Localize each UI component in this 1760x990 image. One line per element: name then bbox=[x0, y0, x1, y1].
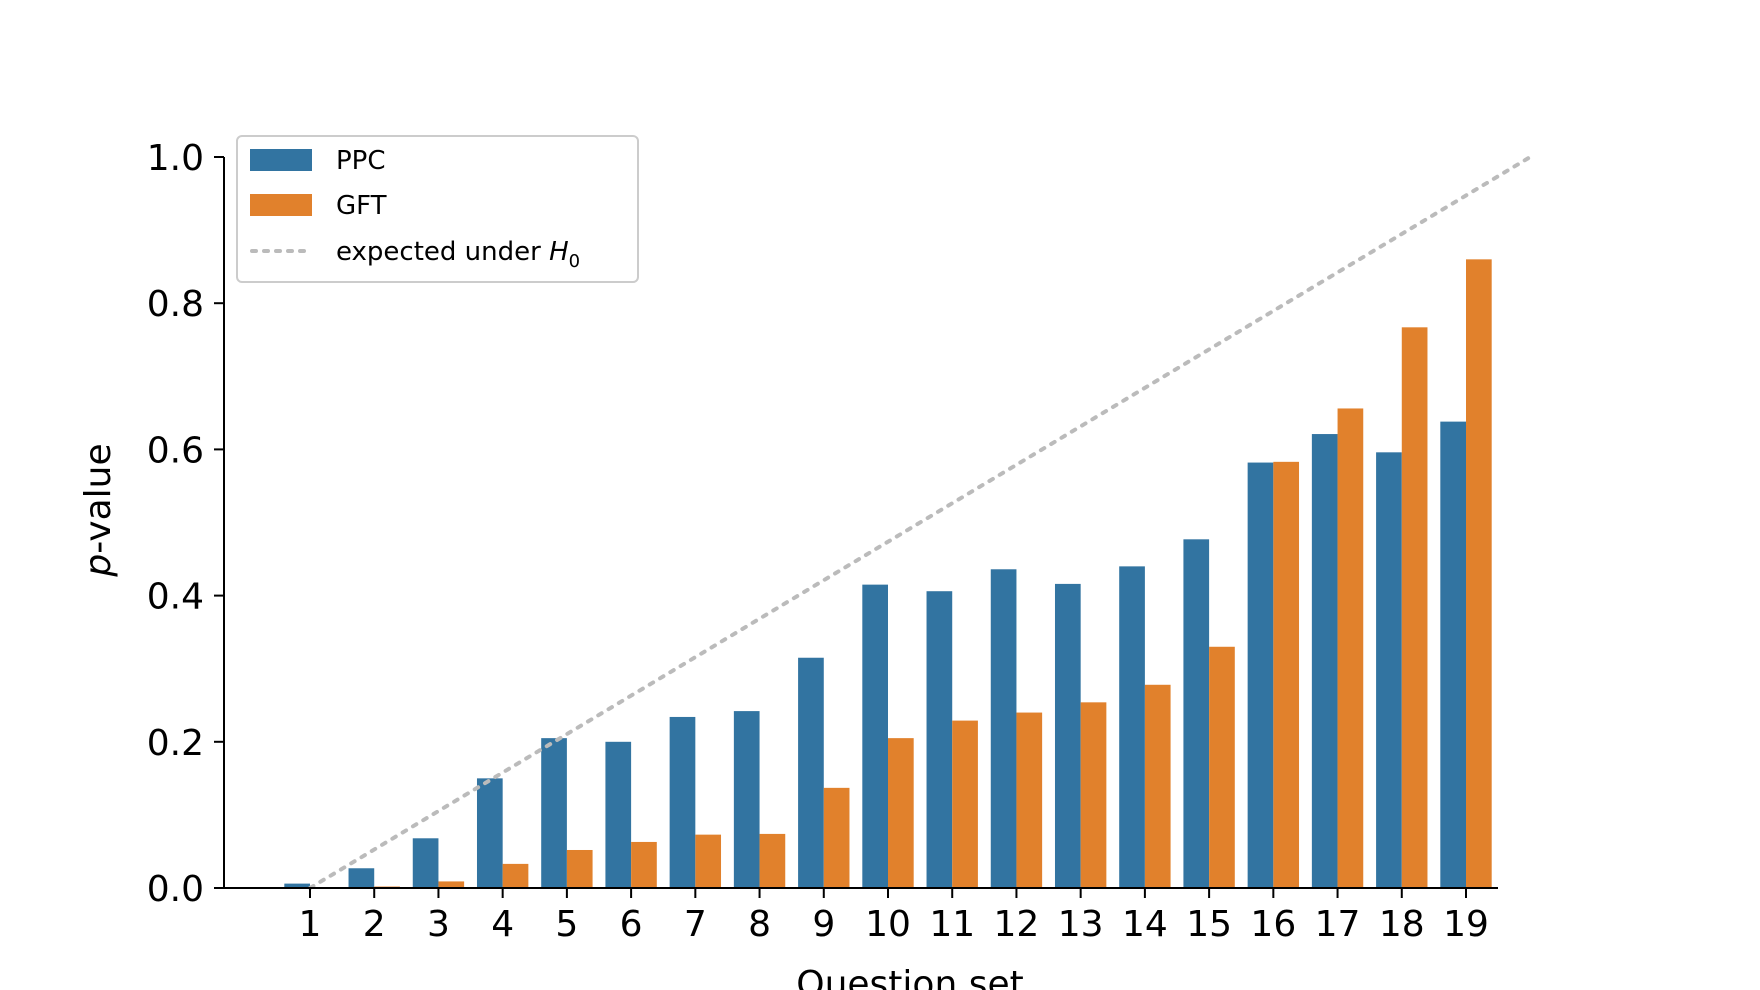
bar-gft-16 bbox=[1273, 461, 1300, 888]
x-tick-label-14: 14 bbox=[1122, 904, 1168, 945]
x-tick-label-4: 4 bbox=[491, 904, 514, 945]
bar-ppc-6 bbox=[605, 741, 632, 888]
gft-bars bbox=[310, 259, 1492, 889]
bar-gft-8 bbox=[759, 833, 786, 888]
bar-ppc-4 bbox=[476, 778, 503, 888]
bar-gft-6 bbox=[631, 841, 657, 888]
y-tick-label-0.0: 0.0 bbox=[147, 869, 204, 910]
x-tick-label-7: 7 bbox=[684, 904, 707, 945]
legend-gft-swatch bbox=[250, 194, 312, 216]
x-tick-label-8: 8 bbox=[748, 904, 771, 945]
bar-ppc-9 bbox=[798, 657, 824, 888]
bar-gft-9 bbox=[823, 787, 850, 888]
y-axis-label-rest: -value bbox=[78, 443, 119, 553]
x-tick-label-6: 6 bbox=[620, 904, 643, 945]
ppc-bars bbox=[284, 421, 1466, 888]
y-tick-label-1.0: 1.0 bbox=[147, 138, 204, 179]
bar-gft-11 bbox=[952, 720, 978, 888]
legend-frame bbox=[236, 135, 639, 283]
x-tick-label-10: 10 bbox=[865, 904, 911, 945]
bar-ppc-18 bbox=[1376, 452, 1402, 888]
x-tick-label-11: 11 bbox=[929, 904, 975, 945]
bar-ppc-12 bbox=[990, 569, 1017, 888]
bar-gft-10 bbox=[888, 738, 914, 888]
bar-ppc-7 bbox=[669, 716, 696, 888]
bar-ppc-10 bbox=[862, 584, 888, 888]
bar-gft-4 bbox=[502, 863, 529, 888]
x-tick-label-15: 15 bbox=[1186, 904, 1232, 945]
legend-reference-symbol: H bbox=[549, 237, 569, 267]
x-axis-label: Question set bbox=[796, 964, 1023, 990]
x-tick-label-16: 16 bbox=[1250, 904, 1296, 945]
x-tick-label-9: 9 bbox=[812, 904, 835, 945]
bar-ppc-13 bbox=[1054, 583, 1081, 888]
bar-ppc-2 bbox=[348, 868, 375, 888]
bar-gft-7 bbox=[695, 834, 722, 888]
bar-gft-3 bbox=[438, 881, 465, 888]
legend: PPC GFT expected under H0 bbox=[236, 135, 639, 283]
x-tick-label-12: 12 bbox=[994, 904, 1040, 945]
y-tick-label-0.8: 0.8 bbox=[147, 284, 204, 325]
y-tick-label-0.6: 0.6 bbox=[147, 430, 204, 471]
bar-gft-18 bbox=[1401, 327, 1428, 888]
x-tick-label-19: 19 bbox=[1443, 904, 1489, 945]
x-tick-label-17: 17 bbox=[1315, 904, 1361, 945]
y-tick-label-0.2: 0.2 bbox=[147, 723, 204, 764]
bar-gft-14 bbox=[1144, 684, 1171, 888]
x-tick-label-1: 1 bbox=[299, 904, 322, 945]
x-axis-ticks: 1 2 3 4 5 6 7 8 9 10 11 12 13 14 15 16 17 18 19 bbox=[299, 888, 1489, 945]
y-axis-label: p-value bbox=[78, 443, 119, 577]
bar-ppc-5 bbox=[541, 738, 567, 888]
x-tick-label-5: 5 bbox=[555, 904, 578, 945]
x-tick-label-13: 13 bbox=[1058, 904, 1104, 945]
bar-gft-13 bbox=[1080, 702, 1107, 888]
bar-gft-15 bbox=[1209, 646, 1235, 888]
bar-ppc-17 bbox=[1311, 434, 1338, 888]
bar-ppc-14 bbox=[1119, 566, 1145, 888]
bar-gft-17 bbox=[1337, 408, 1364, 888]
bar-gft-5 bbox=[566, 849, 593, 888]
y-axis-label-italic: p bbox=[78, 554, 119, 578]
legend-reference-text: expected under bbox=[336, 237, 549, 267]
bar-ppc-1 bbox=[284, 883, 310, 888]
bar-ppc-11 bbox=[926, 591, 953, 888]
x-tick-label-2: 2 bbox=[363, 904, 386, 945]
bar-ppc-3 bbox=[412, 838, 439, 888]
expected-under-h0-line bbox=[308, 155, 1533, 890]
legend-reference-subscript: 0 bbox=[569, 251, 580, 272]
bar-gft-19 bbox=[1466, 259, 1492, 889]
legend-ppc-swatch bbox=[250, 149, 312, 171]
legend-reference-label: expected under H0 bbox=[336, 237, 580, 272]
bar-gft-12 bbox=[1016, 712, 1043, 888]
x-tick-label-18: 18 bbox=[1379, 904, 1425, 945]
x-tick-label-3: 3 bbox=[427, 904, 450, 945]
bar-ppc-19 bbox=[1440, 421, 1466, 888]
y-axis-ticks: 0.0 0.2 0.4 0.6 0.8 1.0 bbox=[147, 138, 224, 910]
legend-ppc-label: PPC bbox=[336, 146, 386, 176]
bar-ppc-8 bbox=[733, 711, 760, 888]
bar-ppc-16 bbox=[1247, 462, 1274, 888]
legend-gft-label: GFT bbox=[336, 191, 387, 221]
y-tick-label-0.4: 0.4 bbox=[147, 577, 204, 618]
bar-ppc-15 bbox=[1183, 539, 1210, 888]
